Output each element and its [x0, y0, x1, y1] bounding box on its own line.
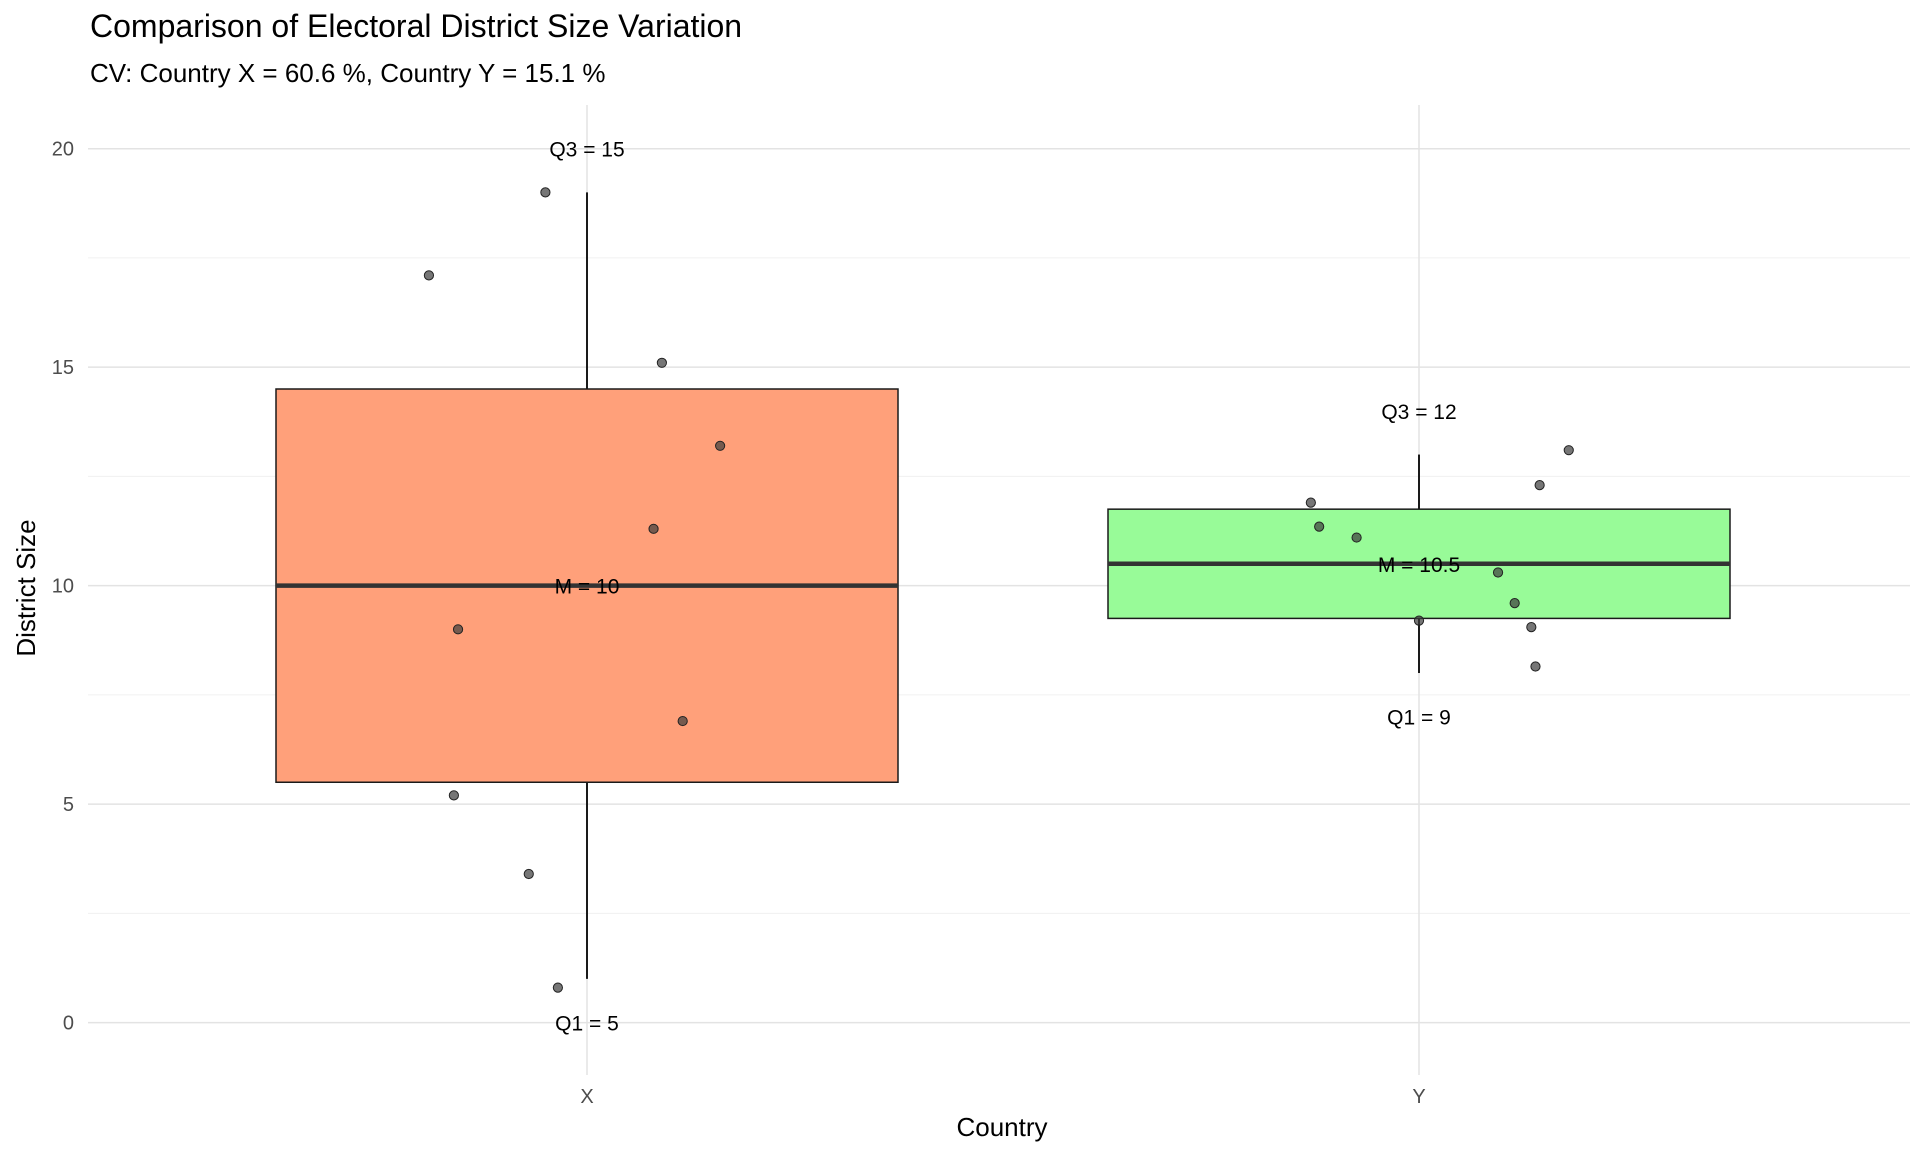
annotation-q3: Q3 = 12 [1381, 401, 1456, 424]
y-tick-label: 5 [63, 794, 74, 816]
data-point [448, 790, 459, 801]
annotation-median: M = 10.5 [1378, 554, 1460, 577]
data-point [1314, 521, 1325, 532]
annotation-q3: Q3 = 15 [549, 139, 624, 162]
chart-title: Comparison of Electoral District Size Va… [90, 8, 743, 44]
data-point [1492, 567, 1504, 578]
box-layer [275, 192, 1731, 979]
axis-layer: 0 5 10 15 20 X Y [52, 139, 1426, 1108]
chart-subtitle: CV: Country X = 60.6 %, Country Y = 15.1… [90, 58, 606, 88]
y-axis-title: District Size [11, 519, 41, 656]
y-tick-label: 15 [52, 357, 74, 379]
point-layer [423, 187, 1574, 993]
y-tick-label: 20 [52, 139, 74, 161]
data-point [552, 982, 563, 993]
data-point [1534, 480, 1545, 491]
data-point [1351, 532, 1362, 543]
data-point [1526, 622, 1537, 633]
label-layer: Q3 = 15 M = 10 Q1 = 5 Q3 = 12 M = 10.5 Q1 = 9 [549, 139, 1460, 1036]
y-tick-label: 10 [52, 576, 74, 598]
data-point [423, 270, 435, 281]
data-point [1305, 497, 1316, 508]
x-tick-label: X [580, 1086, 593, 1108]
data-point [1530, 661, 1541, 672]
data-point [540, 187, 551, 198]
data-point [677, 715, 688, 727]
data-point [656, 357, 667, 368]
data-point [715, 440, 726, 451]
data-point [1563, 445, 1574, 456]
annotation-q1: Q1 = 5 [555, 1013, 619, 1036]
data-point [1509, 598, 1520, 609]
data-point [648, 523, 659, 534]
y-tick-label: 0 [63, 1013, 74, 1035]
annotation-median: M = 10 [555, 576, 620, 599]
data-point [523, 868, 534, 880]
x-axis-title: Country [956, 1112, 1047, 1142]
data-point [452, 624, 464, 635]
data-point [1413, 615, 1425, 626]
x-tick-label: Y [1412, 1086, 1425, 1108]
annotation-q1: Q1 = 9 [1387, 707, 1451, 730]
